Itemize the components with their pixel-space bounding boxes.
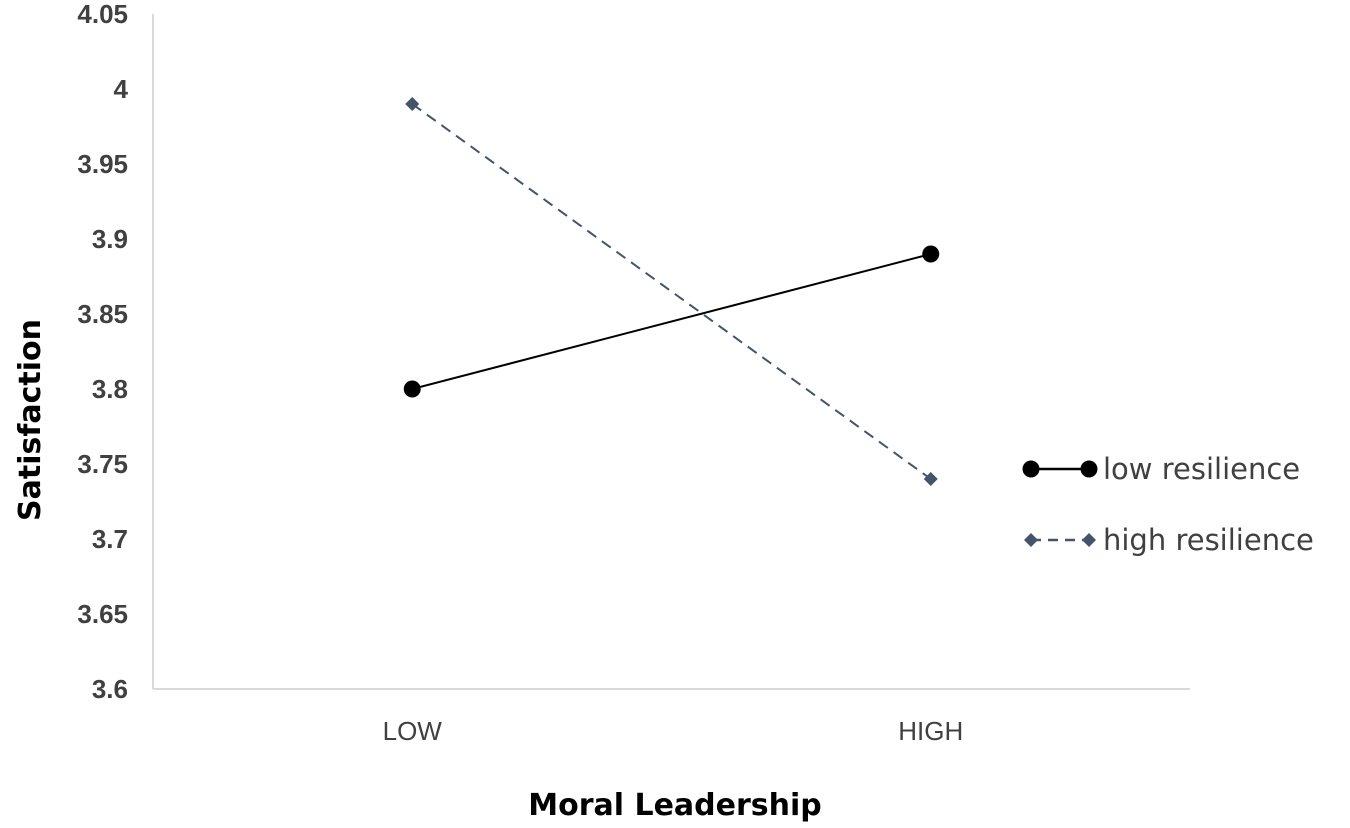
x-tick-label: LOW [383, 716, 443, 746]
data-point [403, 380, 421, 398]
x-tick-label: HIGH [898, 716, 963, 746]
y-tick-label: 3.95 [77, 149, 128, 179]
y-tick-label: 3.9 [92, 224, 128, 254]
y-tick-label: 3.7 [92, 524, 128, 554]
y-tick-label: 4.05 [77, 0, 128, 29]
legend: low resilience high resilience [1022, 452, 1314, 557]
y-tick-labels: 3.6 3.65 3.7 3.75 3.8 3.85 3.9 3.95 4 4.05 [77, 0, 128, 704]
y-tick-label: 3.65 [77, 599, 128, 629]
series-layer [403, 97, 940, 486]
data-point [1080, 460, 1098, 478]
data-point [923, 472, 938, 486]
data-point [1022, 460, 1040, 478]
y-tick-label: 4 [114, 74, 129, 104]
legend-entry: low resilience [1022, 452, 1300, 486]
series-high-resilience [405, 97, 938, 486]
data-point [1024, 533, 1038, 547]
y-tick-label: 3.8 [92, 374, 128, 404]
series-line [411, 253, 932, 390]
data-point [405, 97, 420, 111]
x-axis-title: Moral Leadership [528, 788, 822, 823]
legend-label: high resilience [1103, 523, 1314, 557]
x-tick-labels: LOW HIGH [383, 716, 964, 746]
series-line [411, 103, 932, 480]
y-tick-label: 3.6 [92, 674, 128, 704]
legend-entry: high resilience [1024, 523, 1314, 557]
y-tick-label: 3.75 [77, 449, 128, 479]
axes [152, 14, 1190, 690]
data-point [1082, 533, 1096, 547]
y-tick-label: 3.85 [77, 299, 128, 329]
data-point [922, 245, 940, 263]
y-axis-title: Satisfaction [13, 319, 48, 521]
series-low-resilience [403, 245, 940, 398]
legend-label: low resilience [1103, 452, 1300, 486]
